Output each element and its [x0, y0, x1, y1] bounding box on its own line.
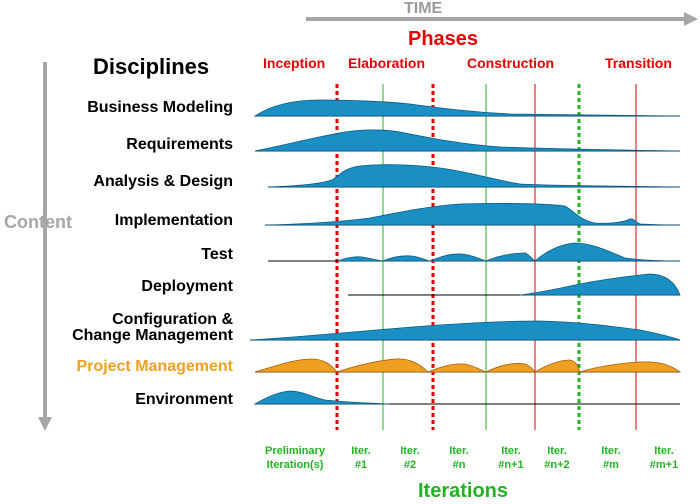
- hump-analysis-design: [267, 164, 681, 188]
- iteration-preliminary: Preliminary Iteration(s): [257, 444, 333, 472]
- iteration-line1: Iter.: [547, 445, 567, 457]
- iteration-line2: Iteration(s): [266, 459, 324, 471]
- iteration-n: Iter. #n: [444, 444, 474, 472]
- hump-config-change-mgmt: [249, 320, 681, 341]
- iteration-m-plus-1: Iter. #m+1: [646, 444, 682, 472]
- hump-deployment: [348, 273, 681, 296]
- iteration-line2: #2: [403, 459, 417, 471]
- phase-label-construction: Construction: [467, 55, 555, 71]
- discipline-config-line1: Configuration &: [112, 311, 233, 328]
- iteration-line1: Iter.: [654, 445, 674, 457]
- content-arrow: [38, 62, 52, 431]
- discipline-deployment: Deployment: [141, 278, 233, 295]
- content-label: Content: [4, 212, 72, 232]
- iteration-n-plus-2: Iter. #n+2: [540, 444, 574, 472]
- phase-label-elaboration: Elaboration: [348, 55, 426, 71]
- discipline-config-change-mgmt: Configuration & Change Management: [72, 312, 233, 344]
- phases-title: Phases: [408, 28, 479, 50]
- iterations-title: Iterations: [418, 480, 509, 502]
- hump-environment: [253, 390, 680, 405]
- time-label: TIME: [404, 0, 443, 17]
- iteration-1: Iter. #1: [346, 444, 376, 472]
- discipline-analysis-design: Analysis & Design: [93, 173, 233, 190]
- iteration-line2: #n+1: [498, 459, 524, 471]
- hump-test: [268, 242, 681, 262]
- discipline-project-management: Project Management: [76, 358, 233, 375]
- iteration-line1: Iter.: [601, 445, 621, 457]
- discipline-implementation: Implementation: [114, 212, 233, 229]
- iteration-line2: #1: [354, 459, 368, 471]
- iteration-2: Iter. #2: [395, 444, 425, 472]
- time-arrow: [306, 12, 698, 26]
- discipline-environment: Environment: [135, 391, 233, 408]
- iteration-line2: #n: [452, 459, 466, 471]
- phase-label-transition: Transition: [605, 55, 672, 71]
- iteration-line2: #m+1: [649, 459, 679, 471]
- iteration-n-plus-1: Iter. #n+1: [494, 444, 528, 472]
- iteration-line1: Iter.: [449, 445, 469, 457]
- iteration-line2: #n+2: [544, 459, 570, 471]
- hump-implementation: [264, 203, 681, 226]
- discipline-business-modeling: Business Modeling: [87, 99, 233, 116]
- disciplines-title: Disciplines: [93, 54, 210, 79]
- discipline-humps: [249, 99, 682, 405]
- iteration-line2: #m: [603, 459, 619, 471]
- iteration-line1: Iter.: [351, 445, 371, 457]
- phase-label-inception: Inception: [263, 55, 326, 71]
- discipline-config-line2: Change Management: [72, 327, 233, 344]
- discipline-requirements: Requirements: [126, 136, 233, 153]
- iteration-line1: Iter.: [400, 445, 420, 457]
- hump-project-management: [254, 358, 682, 373]
- iteration-m: Iter. #m: [596, 444, 626, 472]
- hump-business-modeling: [253, 99, 681, 117]
- hump-requirements: [254, 129, 681, 152]
- discipline-test: Test: [201, 246, 233, 263]
- iteration-line1: Preliminary: [265, 445, 325, 457]
- iteration-line1: Iter.: [501, 445, 521, 457]
